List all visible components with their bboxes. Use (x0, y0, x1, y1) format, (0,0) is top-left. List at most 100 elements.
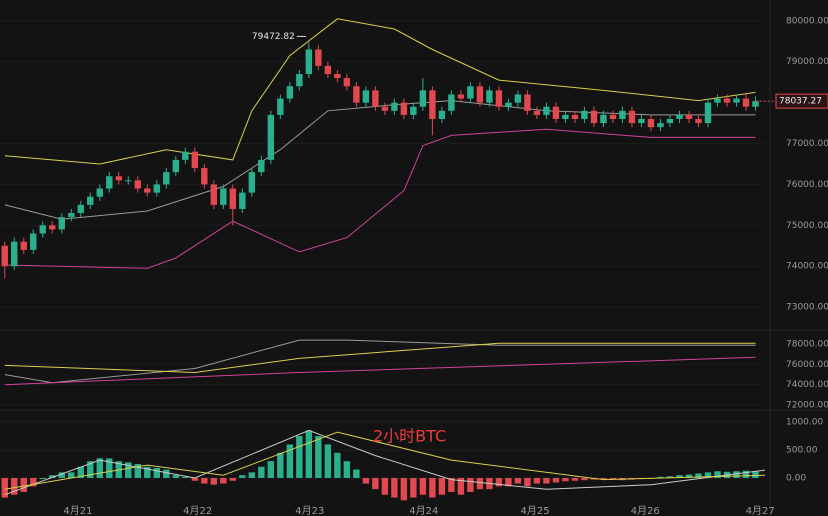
candle-body (87, 196, 94, 205)
histogram-bar (191, 477, 199, 481)
candle-body (752, 101, 759, 107)
histogram-bar (153, 467, 161, 478)
x-tick-label: 4月22 (183, 505, 212, 516)
high-label: 79472.82 (252, 32, 295, 42)
histogram-bar (457, 477, 465, 495)
histogram-bar (315, 436, 322, 478)
histogram-bar (267, 461, 275, 478)
histogram-bar (733, 471, 740, 478)
histogram-bar (201, 477, 208, 484)
annotation: 2小时BTC (373, 427, 446, 446)
candle-body (115, 176, 122, 181)
histogram-bar (362, 477, 370, 484)
y-tick-label: 78000.00 (786, 340, 828, 350)
candle-body (49, 225, 56, 230)
histogram-bar (448, 477, 455, 492)
candle-body (277, 98, 284, 115)
histogram-bar (476, 477, 484, 490)
y-tick-label: 76000.00 (786, 360, 828, 370)
candle-body (476, 86, 484, 103)
candle-body (467, 86, 474, 99)
candle-body (571, 114, 579, 119)
candle-body (657, 123, 664, 128)
candle-body (77, 204, 84, 214)
histogram-bar (704, 472, 712, 478)
histogram-bar (30, 477, 37, 487)
candle-body (229, 188, 237, 209)
candle-body (429, 90, 436, 119)
histogram-bar (391, 477, 398, 498)
indicator-line (4, 356, 756, 386)
histogram-bar (134, 463, 141, 478)
histogram-bar (258, 466, 265, 478)
histogram-bar (752, 471, 759, 478)
candle-body (723, 98, 731, 103)
candle-body (144, 188, 151, 193)
x-tick-label: 4月21 (63, 505, 92, 516)
x-tick-label: 4月25 (520, 505, 549, 516)
candle-body (438, 110, 446, 119)
histogram-bar (533, 477, 541, 484)
candle-body (543, 106, 550, 115)
candle-body (191, 151, 199, 169)
candle-body (362, 90, 370, 103)
histogram-bar (305, 430, 313, 478)
candle-body (58, 217, 65, 230)
y-tick-label: 500.00 (786, 445, 818, 455)
candle-body (305, 49, 313, 75)
candle-body (600, 114, 607, 124)
indicator-line (4, 342, 756, 374)
candle-body (514, 94, 522, 103)
histogram-bar (125, 462, 132, 478)
histogram-bar (571, 477, 579, 481)
candle-body (400, 102, 408, 115)
candle-body (486, 90, 493, 103)
histogram-bar (58, 472, 65, 478)
histogram-bar (144, 466, 151, 478)
candle-body (334, 74, 341, 79)
candle-body (638, 118, 645, 124)
indicator-line (4, 429, 766, 496)
candle-body (210, 184, 218, 205)
candle-body (666, 118, 674, 124)
histogram-bar (581, 477, 588, 481)
candle-body (733, 98, 740, 103)
candle-body (742, 98, 750, 107)
histogram-bar (87, 461, 94, 478)
candle-body (68, 213, 75, 218)
candle-body (524, 94, 531, 111)
candle-body (153, 184, 161, 193)
x-tick-label: 4月26 (631, 505, 660, 516)
candle-body (562, 114, 569, 119)
histogram-bar (296, 436, 303, 478)
histogram-bar (324, 444, 332, 478)
last-price-tag (775, 93, 828, 109)
candle-body (448, 94, 455, 111)
histogram-bar (20, 477, 27, 492)
histogram-bar (657, 476, 664, 478)
histogram-bar (68, 472, 75, 478)
histogram-bar (96, 458, 103, 478)
histogram-bar (210, 477, 218, 485)
y-tick-label: 74000.00 (786, 262, 828, 272)
histogram-bar (742, 470, 750, 478)
candle-body (201, 168, 208, 185)
histogram-bar (286, 444, 294, 478)
histogram-bar (239, 475, 246, 478)
candle-body (714, 98, 721, 103)
histogram-bar (229, 477, 237, 481)
histogram-bar (467, 477, 474, 492)
histogram-bar (495, 477, 503, 487)
candle-body (324, 65, 332, 75)
candle-body (239, 192, 246, 209)
y-tick-label: 76000.00 (786, 180, 828, 190)
histogram-bar (182, 476, 189, 478)
histogram-bar (695, 473, 702, 478)
candle-body (628, 110, 636, 124)
candle-body (609, 114, 617, 119)
candle-body (704, 102, 712, 124)
histogram-bar (334, 452, 341, 478)
histogram-bar (562, 477, 569, 482)
y-tick-label: 73000.00 (786, 303, 828, 313)
